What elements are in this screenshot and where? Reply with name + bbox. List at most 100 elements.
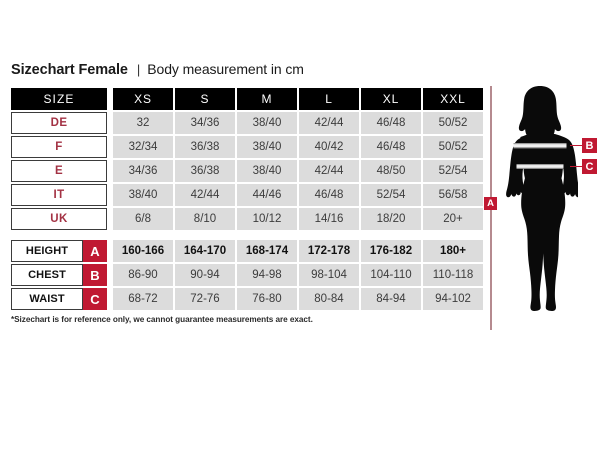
cell-uk-m: 10/12 [237, 208, 297, 230]
row-label-e: E [11, 160, 107, 182]
table-row: HEIGHT A 160-166 164-170 168-174 172-178… [11, 240, 483, 262]
cell-height-xxl: 180+ [423, 240, 483, 262]
cell-chest-xxl: 110-118 [423, 264, 483, 286]
row-values-f: 32/34 36/38 38/40 40/42 46/48 50/52 [113, 136, 483, 158]
cell-e-xs: 34/36 [113, 160, 173, 182]
figure-badge-c: C [582, 159, 597, 174]
badge-b-icon: B [83, 264, 107, 286]
cell-waist-s: 72-76 [175, 288, 235, 310]
title-separator: | [136, 62, 141, 77]
cell-it-xl: 52/54 [361, 184, 421, 206]
cell-f-xl: 46/48 [361, 136, 421, 158]
cell-de-s: 34/36 [175, 112, 235, 134]
cell-f-xs: 32/34 [113, 136, 173, 158]
body-figure-panel: A B C [484, 84, 600, 332]
cell-de-l: 42/44 [299, 112, 359, 134]
cell-height-m: 168-174 [237, 240, 297, 262]
cell-f-l: 40/42 [299, 136, 359, 158]
header-size-cell: SIZE [11, 88, 107, 110]
table-row: UK 6/8 8/10 10/12 14/16 18/20 20+ [11, 208, 483, 230]
table-row: E 34/36 36/38 38/40 42/44 48/50 52/54 [11, 160, 483, 182]
header-size-label: SIZE [11, 88, 107, 110]
column-header-xl: XL [361, 88, 421, 110]
cell-it-s: 42/44 [175, 184, 235, 206]
row-label-waist: WAIST [11, 288, 83, 310]
table-row: WAIST C 68-72 72-76 76-80 80-84 84-94 94… [11, 288, 483, 310]
row-label-cell-f: F [11, 136, 107, 158]
figure-badge-a: A [484, 197, 497, 210]
cell-uk-xl: 18/20 [361, 208, 421, 230]
cell-e-l: 42/44 [299, 160, 359, 182]
cell-uk-l: 14/16 [299, 208, 359, 230]
female-body-silhouette-icon [506, 86, 578, 312]
column-header-xxl: XXL [423, 88, 483, 110]
chest-leader-line [570, 145, 582, 147]
cell-e-s: 36/38 [175, 160, 235, 182]
cell-waist-m: 76-80 [237, 288, 297, 310]
cell-de-xl: 46/48 [361, 112, 421, 134]
cell-waist-l: 80-84 [299, 288, 359, 310]
cell-f-s: 36/38 [175, 136, 235, 158]
row-values-uk: 6/8 8/10 10/12 14/16 18/20 20+ [113, 208, 483, 230]
cell-de-xxl: 50/52 [423, 112, 483, 134]
header-columns: XS S M L XL XXL [113, 88, 483, 110]
row-label-cell-height: HEIGHT A [11, 240, 107, 262]
cell-waist-xxl: 94-102 [423, 288, 483, 310]
row-values-e: 34/36 36/38 38/40 42/44 48/50 52/54 [113, 160, 483, 182]
row-values-height: 160-166 164-170 168-174 172-178 176-182 … [113, 240, 483, 262]
table-row: DE 32 34/36 38/40 42/44 46/48 50/52 [11, 112, 483, 134]
figure-badge-b: B [582, 138, 597, 153]
row-label-cell-it: IT [11, 184, 107, 206]
cell-chest-l: 98-104 [299, 264, 359, 286]
cell-it-xxl: 56/58 [423, 184, 483, 206]
cell-e-xxl: 52/54 [423, 160, 483, 182]
column-header-s: S [175, 88, 235, 110]
row-label-height: HEIGHT [11, 240, 83, 262]
row-label-cell-de: DE [11, 112, 107, 134]
cell-de-xs: 32 [113, 112, 173, 134]
row-values-waist: 68-72 72-76 76-80 80-84 84-94 94-102 [113, 288, 483, 310]
table-row: F 32/34 36/38 38/40 40/42 46/48 50/52 [11, 136, 483, 158]
cell-de-m: 38/40 [237, 112, 297, 134]
cell-waist-xl: 84-94 [361, 288, 421, 310]
row-label-cell-waist: WAIST C [11, 288, 107, 310]
row-label-chest: CHEST [11, 264, 83, 286]
cell-uk-xxl: 20+ [423, 208, 483, 230]
cell-uk-s: 8/10 [175, 208, 235, 230]
row-label-it: IT [11, 184, 107, 206]
column-header-xs: XS [113, 88, 173, 110]
cell-height-s: 164-170 [175, 240, 235, 262]
badge-c-icon: C [83, 288, 107, 310]
row-label-cell-uk: UK [11, 208, 107, 230]
cell-height-xs: 160-166 [113, 240, 173, 262]
row-values-de: 32 34/36 38/40 42/44 46/48 50/52 [113, 112, 483, 134]
cell-chest-xl: 104-110 [361, 264, 421, 286]
cell-chest-xs: 86-90 [113, 264, 173, 286]
row-values-it: 38/40 42/44 44/46 46/48 52/54 56/58 [113, 184, 483, 206]
column-header-m: M [237, 88, 297, 110]
cell-waist-xs: 68-72 [113, 288, 173, 310]
table-row: CHEST B 86-90 90-94 94-98 98-104 104-110… [11, 264, 483, 286]
cell-chest-s: 90-94 [175, 264, 235, 286]
row-label-f: F [11, 136, 107, 158]
row-label-cell-chest: CHEST B [11, 264, 107, 286]
cell-it-xs: 38/40 [113, 184, 173, 206]
cell-it-l: 46/48 [299, 184, 359, 206]
disclaimer-text: *Sizechart is for reference only, we can… [11, 315, 313, 324]
row-label-de: DE [11, 112, 107, 134]
column-header-l: L [299, 88, 359, 110]
cell-it-m: 44/46 [237, 184, 297, 206]
row-label-uk: UK [11, 208, 107, 230]
cell-e-xl: 48/50 [361, 160, 421, 182]
table-row: IT 38/40 42/44 44/46 46/48 52/54 56/58 [11, 184, 483, 206]
page-title: Sizechart Female | Body measurement in c… [11, 61, 304, 78]
cell-e-m: 38/40 [237, 160, 297, 182]
row-values-chest: 86-90 90-94 94-98 98-104 104-110 110-118 [113, 264, 483, 286]
cell-height-l: 172-178 [299, 240, 359, 262]
cell-f-xxl: 50/52 [423, 136, 483, 158]
page-title-main: Sizechart Female [11, 62, 128, 78]
cell-height-xl: 176-182 [361, 240, 421, 262]
badge-a-icon: A [83, 240, 107, 262]
waist-leader-line [570, 166, 582, 168]
